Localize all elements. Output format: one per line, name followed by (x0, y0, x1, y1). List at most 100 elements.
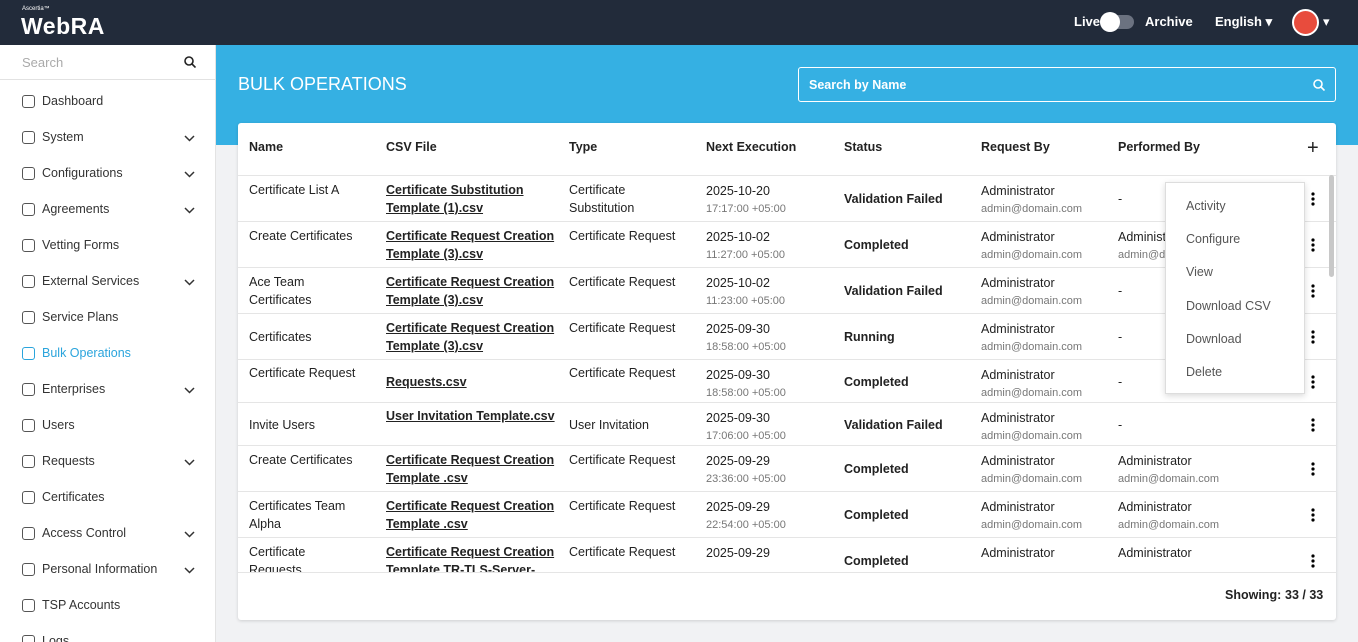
search-placeholder: Search (22, 55, 64, 70)
name-cell: Certificates (249, 330, 312, 344)
menu-item[interactable]: Activity (1186, 199, 1226, 213)
csv-link[interactable]: User Invitation Template.csv (386, 409, 555, 423)
requester-email: admin@domain.com (981, 473, 1083, 485)
menu-item[interactable]: Configure (1186, 232, 1241, 247)
language[interactable]: English ▾ (1215, 14, 1273, 29)
name-cell: Certificate Requests (249, 545, 306, 572)
table-row: Invite Users User Invitation Template.csv… (238, 402, 1336, 445)
chevron (184, 563, 195, 577)
nav-icon (22, 635, 35, 642)
nav-item[interactable]: Agreements (0, 195, 215, 225)
requester: Administrator (981, 322, 1055, 336)
avatar-caret[interactable]: ▾ (1323, 14, 1330, 29)
nav-item[interactable]: Access Control (0, 519, 215, 549)
row-actions[interactable] (1311, 192, 1315, 209)
nav-label: Bulk Operations (42, 346, 131, 360)
avatar[interactable] (1292, 9, 1319, 36)
performer-email: admin@domain.com (1118, 473, 1220, 485)
nav-item[interactable]: TSP Accounts (0, 591, 215, 621)
chevron (184, 131, 195, 145)
nav-item[interactable]: Vetting Forms (0, 231, 215, 261)
chevron (184, 203, 195, 217)
csv-link[interactable]: Requests.csv (386, 374, 467, 389)
menu-item[interactable]: View (1186, 265, 1213, 280)
row-actions[interactable] (1311, 508, 1315, 525)
time: 17:06:00 +05:00 (706, 430, 786, 442)
nav-item[interactable]: Users (0, 411, 215, 441)
csv-link[interactable]: Certificate Request Creation Template (3… (386, 229, 555, 261)
requester-email: admin@domain.com (981, 203, 1083, 215)
nav-label: Configurations (42, 166, 123, 180)
kebab-icon (1311, 554, 1315, 568)
time: 22:54:00 +05:00 (706, 519, 786, 531)
nav-icon (22, 383, 35, 396)
name-cell: Certificates Team Alpha (249, 499, 346, 531)
date: 2025-09-30 (706, 322, 770, 336)
nav-item[interactable]: System (0, 123, 215, 153)
date: 2025-10-20 (706, 184, 770, 198)
requester: Administrator (981, 368, 1055, 382)
brand[interactable]: WebRA (21, 13, 105, 39)
table-row: Ace Team Certificates Certificate Request… (238, 267, 1336, 313)
search-placeholder: Search by Name (809, 78, 907, 92)
chevron (184, 383, 195, 397)
nav-item[interactable]: Personal Information (0, 555, 215, 585)
requester: Administrator (981, 411, 1055, 425)
table-card: Name CSV File Type Next Execution Status Requ… (238, 123, 1336, 620)
name-search[interactable]: Search by Name (798, 67, 1336, 102)
row-actions[interactable] (1311, 330, 1315, 347)
row-actions[interactable] (1311, 417, 1315, 435)
nav-icon (22, 275, 35, 288)
row-actions[interactable] (1311, 554, 1315, 571)
nav-item[interactable]: Bulk Operations (0, 339, 215, 369)
row-actions[interactable] (1311, 238, 1315, 255)
row-actions[interactable] (1311, 284, 1315, 301)
scrollbar[interactable] (1329, 175, 1334, 277)
menu-item[interactable]: Download (1186, 331, 1242, 346)
nav-item[interactable]: Logs (0, 627, 215, 642)
csv-link[interactable]: Certificate Request Creation Template (3… (386, 275, 555, 307)
nav-item[interactable]: Service Plans (0, 303, 215, 333)
status: Completed (844, 554, 909, 568)
name-cell: Create Certificates (249, 453, 353, 467)
nav-icon (22, 563, 35, 576)
row-actions[interactable] (1311, 462, 1315, 479)
csv-link[interactable]: Certificate Request Creation Template .c… (386, 499, 555, 531)
menu-item[interactable]: Delete (1186, 365, 1223, 379)
nav-item[interactable]: External Services (0, 267, 215, 297)
performer: Administrator (1118, 546, 1192, 560)
kebab-icon (1311, 238, 1315, 252)
chevron-icon (184, 387, 195, 394)
chevron (184, 275, 195, 289)
menu-item[interactable]: Download CSV (1186, 298, 1271, 313)
status: Running (844, 330, 895, 344)
toggle[interactable] (1100, 12, 1134, 32)
nav-label: Service Plans (42, 310, 119, 324)
nav-item[interactable]: Certificates (0, 483, 215, 513)
type-cell: Certificate Substitution (569, 183, 635, 215)
nav-icon (22, 95, 35, 108)
nav-item[interactable]: Enterprises (0, 375, 215, 405)
nav-icon (22, 167, 35, 180)
nav-item[interactable]: Dashboard (0, 87, 215, 117)
csv-link[interactable]: Certificate Request Creation Template .c… (386, 453, 555, 485)
time: 17:17:00 +05:00 (706, 203, 786, 215)
nav-icon (22, 419, 35, 432)
nav-item[interactable]: Configurations (0, 159, 215, 189)
name-cell: Certificate Request (249, 366, 356, 380)
add-button[interactable]: + (1307, 137, 1319, 159)
performer: - (1118, 417, 1123, 432)
csv-link[interactable]: Certificate Substitution Template (1).cs… (386, 183, 524, 215)
nav-icon (22, 239, 35, 252)
csv-link[interactable]: Certificate Request Creation Template (3… (386, 321, 555, 353)
csv-link[interactable]: Certificate Request Creation Template TR… (386, 545, 555, 572)
nav-item[interactable]: Requests (0, 447, 215, 477)
table: Name CSV File Type Next Execution Status Requ… (238, 123, 1336, 572)
name-cell: Create Certificates (249, 229, 353, 243)
live-label: Live (1074, 14, 1101, 29)
sidebar: Search Dashboard System Configurations Agre… (0, 45, 216, 642)
row-actions[interactable] (1311, 374, 1315, 392)
sidebar-search[interactable]: Search (0, 45, 215, 80)
requester-email: admin@domain.com (981, 249, 1083, 261)
